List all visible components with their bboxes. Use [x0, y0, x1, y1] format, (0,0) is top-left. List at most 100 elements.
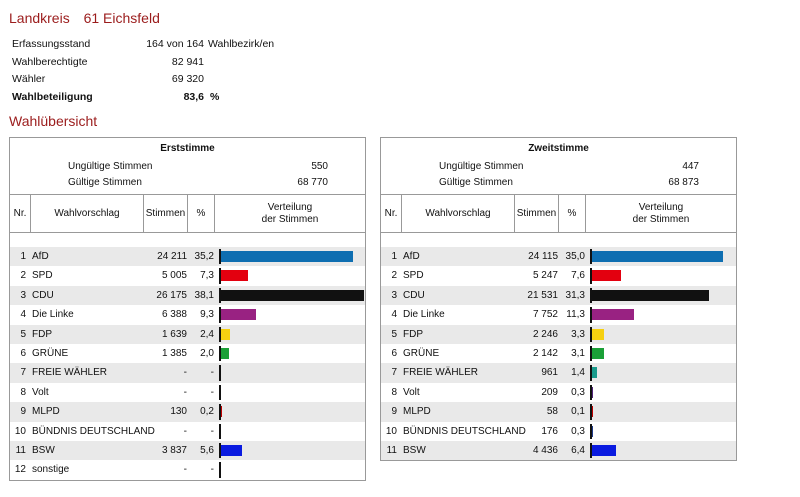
- party-votes: 5 005: [161, 270, 187, 282]
- party-percent: 0,3: [571, 425, 585, 437]
- bar-axis: [219, 404, 221, 420]
- bar-axis: [219, 287, 221, 304]
- vote-share-bar: [592, 328, 605, 340]
- party-votes: -: [183, 386, 187, 398]
- party-row: 8 Volt 209 0,3: [381, 383, 736, 402]
- party-row: 6 GRÜNE 2 142 3,1: [381, 344, 736, 363]
- party-percent: 38,1: [194, 289, 214, 301]
- party-row: 9 MLPD 58 0,1: [381, 402, 736, 422]
- party-percent: 3,1: [571, 347, 585, 359]
- col-verteilung-line1: Verteilung: [267, 201, 313, 213]
- col-wahlvorschlag: Wahlvorschlag: [402, 195, 515, 232]
- party-row: 12 sonstige - -: [10, 460, 365, 479]
- bar-axis: [590, 423, 592, 439]
- vote-share-bar: [221, 444, 243, 456]
- vote-share-bar: [592, 270, 621, 282]
- zweitstimme-panel: Zweitstimme Ungültige Stimmen 447 Gültig…: [380, 137, 737, 461]
- invalid-votes-value: 447: [682, 161, 699, 172]
- party-votes: 1 639: [161, 328, 187, 340]
- bar-axis: [590, 345, 592, 362]
- party-number: 10: [385, 425, 397, 437]
- party-number: 1: [20, 251, 26, 262]
- party-number: 3: [20, 289, 26, 301]
- party-votes: 5 247: [532, 270, 558, 282]
- party-votes: 7 752: [532, 309, 558, 321]
- vote-share-bar: [592, 406, 593, 418]
- summary-value: 83,6: [183, 90, 204, 103]
- party-votes: 961: [541, 367, 558, 379]
- vote-share-bar: [221, 347, 229, 359]
- bar-axis: [219, 249, 221, 265]
- vote-share-bar: [221, 289, 364, 301]
- summary-value: 164 von 164: [146, 38, 204, 50]
- valid-votes-row: Gültige Stimmen 68 873: [381, 175, 736, 191]
- column-header: Nr. Wahlvorschlag Stimmen % Verteilung de…: [381, 194, 736, 233]
- summary-value: 69 320: [171, 73, 204, 85]
- bar-axis: [590, 442, 592, 459]
- section-title: Wahlübersicht: [9, 113, 98, 129]
- party-votes: 209: [541, 386, 558, 398]
- party-votes: 21 531: [527, 289, 558, 301]
- col-stimmen: Stimmen: [515, 195, 559, 232]
- party-number: 7: [20, 367, 26, 379]
- party-name: FDP: [403, 328, 423, 340]
- party-votes: 3 837: [161, 444, 187, 456]
- party-number: 9: [391, 406, 397, 418]
- party-number: 8: [391, 386, 397, 398]
- party-row: 4 Die Linke 6 388 9,3: [10, 305, 365, 324]
- bar-axis: [590, 249, 592, 265]
- party-number: 1: [391, 251, 397, 262]
- valid-votes-value: 68 770: [297, 177, 328, 188]
- party-percent: 3,3: [571, 328, 585, 340]
- page-title: Landkreis 61 Eichsfeld: [9, 10, 160, 26]
- party-percent: 9,3: [200, 309, 214, 321]
- column-header: Nr. Wahlvorschlag Stimmen % Verteilung de…: [10, 194, 365, 233]
- party-votes: 130: [170, 406, 187, 418]
- bar-axis: [219, 326, 221, 342]
- panel-heading: Zweitstimme: [528, 143, 589, 154]
- party-row: 4 Die Linke 7 752 11,3: [381, 305, 736, 324]
- party-votes: 2 142: [532, 347, 558, 359]
- party-votes: 4 436: [532, 444, 558, 456]
- invalid-votes-label: Ungültige Stimmen: [68, 161, 153, 172]
- party-row: 7 FREIE WÄHLER - -: [10, 363, 365, 383]
- party-name: Volt: [32, 386, 49, 398]
- result-rows: 1 AfD 24 115 35,0 2 SPD 5 247 7,6 3 CDU 21 531 31,3…: [381, 247, 736, 461]
- summary-table: Erfassungsstand 164 von 164 Wahlbezirk/e…: [12, 36, 312, 106]
- party-number: 7: [391, 367, 397, 379]
- invalid-votes-value: 550: [311, 161, 328, 172]
- party-name: FREIE WÄHLER: [32, 367, 108, 379]
- panel-heading: Erststimme: [160, 143, 215, 154]
- party-votes: 58: [546, 406, 558, 418]
- party-percent: 2,0: [200, 347, 214, 359]
- party-number: 3: [391, 289, 397, 301]
- bar-axis: [590, 404, 592, 420]
- party-row: 10 BÜNDNIS DEUTSCHLAND 176 0,3: [381, 422, 736, 441]
- party-votes: 26 175: [156, 289, 187, 301]
- party-percent: 35,0: [565, 251, 585, 262]
- party-votes: -: [183, 367, 187, 379]
- col-stimmen: Stimmen: [144, 195, 188, 232]
- vote-share-bar: [221, 270, 249, 282]
- bar-axis: [219, 442, 221, 459]
- party-name: MLPD: [32, 406, 60, 418]
- party-row: 1 AfD 24 211 35,2: [10, 247, 365, 267]
- party-number: 2: [20, 270, 26, 282]
- party-row: 5 FDP 2 246 3,3: [381, 324, 736, 344]
- party-name: SPD: [403, 270, 424, 282]
- summary-row: Wahlbeteiligung 83,6 %: [12, 89, 312, 107]
- party-name: sonstige: [32, 464, 70, 476]
- col-verteilung: Verteilung der Stimmen: [586, 195, 736, 232]
- valid-votes-label: Gültige Stimmen: [439, 177, 513, 188]
- party-percent: -: [210, 386, 214, 398]
- bar-axis: [590, 326, 592, 342]
- summary-label: Erfassungsstand: [12, 38, 91, 50]
- valid-votes-row: Gültige Stimmen 68 770: [10, 175, 365, 191]
- summary-row: Wähler 69 320: [12, 71, 312, 89]
- summary-label: Wähler: [12, 73, 46, 85]
- party-votes: 6 388: [161, 309, 187, 321]
- bar-axis: [219, 462, 221, 478]
- party-percent: 1,4: [571, 367, 585, 379]
- party-percent: 7,6: [571, 270, 585, 282]
- result-rows: 1 AfD 24 211 35,2 2 SPD 5 005 7,3 3 CDU 26 175 38,1…: [10, 247, 365, 480]
